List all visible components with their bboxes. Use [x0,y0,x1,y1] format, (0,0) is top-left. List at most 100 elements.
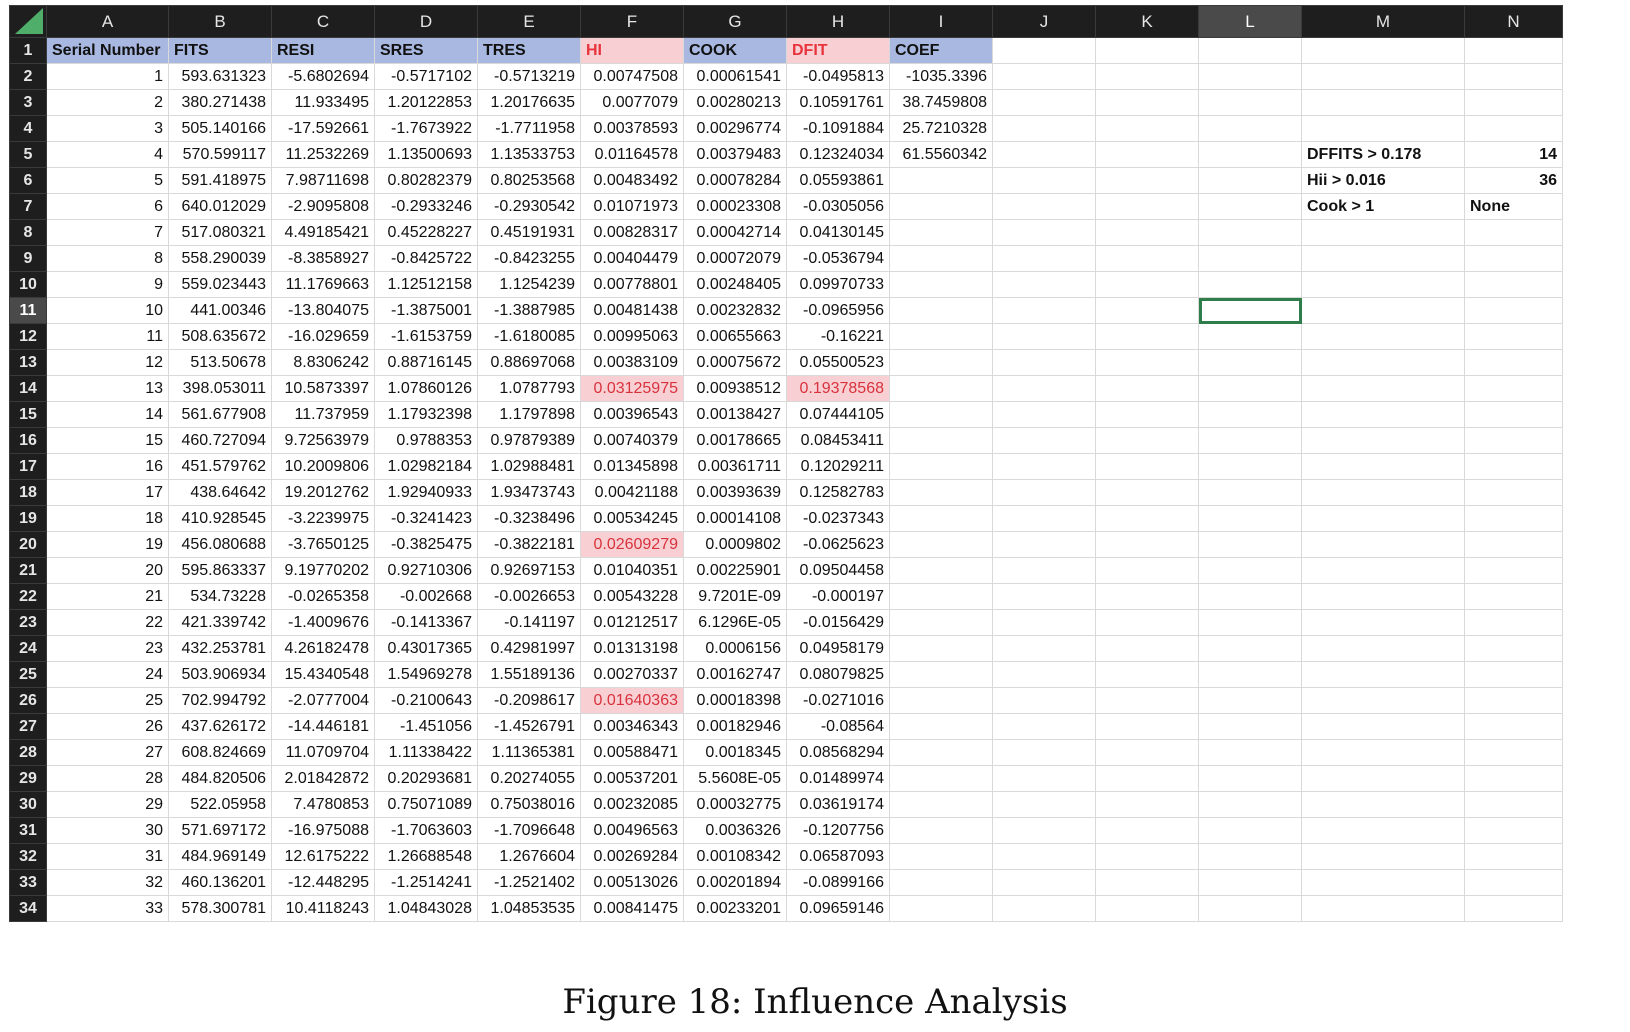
cell-b10[interactable]: 559.023443 [168,271,272,298]
cell-n19[interactable] [1464,505,1563,532]
column-header-c[interactable]: C [271,5,375,38]
cell-g3[interactable]: 0.00280213 [683,89,787,116]
cell-e18[interactable]: 1.93473743 [477,479,581,506]
cell-j33[interactable] [992,869,1096,896]
cell-g21[interactable]: 0.00225901 [683,557,787,584]
row-header-21[interactable]: 21 [9,557,47,584]
cell-d20[interactable]: -0.3825475 [374,531,478,558]
cell-a7[interactable]: 6 [46,193,169,220]
cell-d13[interactable]: 0.88716145 [374,349,478,376]
cell-k12[interactable] [1095,323,1199,350]
cell-m20[interactable] [1301,531,1465,558]
cell-f6[interactable]: 0.00483492 [580,167,684,194]
cell-f4[interactable]: 0.00378593 [580,115,684,142]
cell-h16[interactable]: 0.08453411 [786,427,890,454]
cell-n34[interactable] [1464,895,1563,922]
cell-h5[interactable]: 0.12324034 [786,141,890,168]
cell-g14[interactable]: 0.00938512 [683,375,787,402]
cell-j22[interactable] [992,583,1096,610]
cell-n31[interactable] [1464,817,1563,844]
cell-j9[interactable] [992,245,1096,272]
row-header-13[interactable]: 13 [9,349,47,376]
row-header-8[interactable]: 8 [9,219,47,246]
cell-h3[interactable]: 0.10591761 [786,89,890,116]
cell-d2[interactable]: -0.5717102 [374,63,478,90]
cell-h1[interactable]: DFIT [786,37,890,64]
cell-k18[interactable] [1095,479,1199,506]
cell-m28[interactable] [1301,739,1465,766]
cell-j16[interactable] [992,427,1096,454]
cell-e6[interactable]: 0.80253568 [477,167,581,194]
cell-a19[interactable]: 18 [46,505,169,532]
cell-h9[interactable]: -0.0536794 [786,245,890,272]
cell-e29[interactable]: 0.20274055 [477,765,581,792]
cell-m26[interactable] [1301,687,1465,714]
row-header-3[interactable]: 3 [9,89,47,116]
cell-a12[interactable]: 11 [46,323,169,350]
cell-k33[interactable] [1095,869,1199,896]
row-header-28[interactable]: 28 [9,739,47,766]
cell-m3[interactable] [1301,89,1465,116]
cell-n4[interactable] [1464,115,1563,142]
cell-h26[interactable]: -0.0271016 [786,687,890,714]
cell-b8[interactable]: 517.080321 [168,219,272,246]
cell-c22[interactable]: -0.0265358 [271,583,375,610]
cell-l31[interactable] [1198,817,1302,844]
cell-f21[interactable]: 0.01040351 [580,557,684,584]
cell-e24[interactable]: 0.42981997 [477,635,581,662]
cell-h34[interactable]: 0.09659146 [786,895,890,922]
cell-h30[interactable]: 0.03619174 [786,791,890,818]
cell-d1[interactable]: SRES [374,37,478,64]
cell-b26[interactable]: 702.994792 [168,687,272,714]
cell-i25[interactable] [889,661,993,688]
cell-g29[interactable]: 5.5608E-05 [683,765,787,792]
cell-l32[interactable] [1198,843,1302,870]
cell-c16[interactable]: 9.72563979 [271,427,375,454]
row-header-22[interactable]: 22 [9,583,47,610]
row-header-11[interactable]: 11 [9,297,47,324]
cell-e16[interactable]: 0.97879389 [477,427,581,454]
cell-i4[interactable]: 25.7210328 [889,115,993,142]
cell-m8[interactable] [1301,219,1465,246]
cell-l24[interactable] [1198,635,1302,662]
cell-j12[interactable] [992,323,1096,350]
cell-c3[interactable]: 11.933495 [271,89,375,116]
cell-n11[interactable] [1464,297,1563,324]
cell-f15[interactable]: 0.00396543 [580,401,684,428]
cell-f11[interactable]: 0.00481438 [580,297,684,324]
row-header-19[interactable]: 19 [9,505,47,532]
cell-a23[interactable]: 22 [46,609,169,636]
cell-a11[interactable]: 10 [46,297,169,324]
cell-l18[interactable] [1198,479,1302,506]
cell-h31[interactable]: -0.1207756 [786,817,890,844]
cell-j30[interactable] [992,791,1096,818]
cell-g20[interactable]: 0.0009802 [683,531,787,558]
cell-a32[interactable]: 31 [46,843,169,870]
cell-j23[interactable] [992,609,1096,636]
row-header-29[interactable]: 29 [9,765,47,792]
cell-e8[interactable]: 0.45191931 [477,219,581,246]
cell-f16[interactable]: 0.00740379 [580,427,684,454]
cell-c25[interactable]: 15.4340548 [271,661,375,688]
cell-e20[interactable]: -0.3822181 [477,531,581,558]
cell-c23[interactable]: -1.4009676 [271,609,375,636]
cell-j28[interactable] [992,739,1096,766]
cell-c4[interactable]: -17.592661 [271,115,375,142]
cell-n23[interactable] [1464,609,1563,636]
cell-a22[interactable]: 21 [46,583,169,610]
cell-n2[interactable] [1464,63,1563,90]
cell-e2[interactable]: -0.5713219 [477,63,581,90]
cell-k17[interactable] [1095,453,1199,480]
cell-n32[interactable] [1464,843,1563,870]
cell-j26[interactable] [992,687,1096,714]
cell-d27[interactable]: -1.451056 [374,713,478,740]
column-header-a[interactable]: A [46,5,169,38]
cell-l30[interactable] [1198,791,1302,818]
cell-f18[interactable]: 0.00421188 [580,479,684,506]
cell-k9[interactable] [1095,245,1199,272]
cell-g31[interactable]: 0.0036326 [683,817,787,844]
cell-d34[interactable]: 1.04843028 [374,895,478,922]
cell-n7[interactable]: None [1464,193,1563,220]
cell-c27[interactable]: -14.446181 [271,713,375,740]
cell-j24[interactable] [992,635,1096,662]
